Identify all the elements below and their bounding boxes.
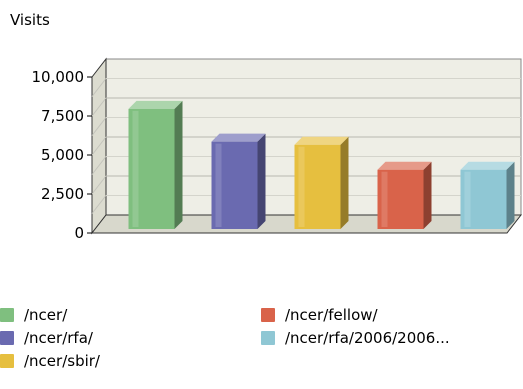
bar (128, 100, 183, 229)
legend-label: /ncer/fellow/ (285, 306, 378, 324)
y-tick-label: 2,500 (41, 185, 84, 203)
bar (211, 133, 266, 229)
gridline-side (91, 136, 107, 156)
legend-swatch (261, 331, 275, 345)
legend-swatch (261, 308, 275, 322)
legend-label: /ncer/rfa/ (24, 329, 93, 347)
legend-item: /ncer/ (0, 306, 67, 324)
legend-item: /ncer/rfa/2006/2006... (261, 329, 450, 347)
gridline-side (91, 156, 107, 175)
y-tick-label: 7,500 (41, 107, 84, 125)
legend-label: /ncer/ (24, 306, 68, 324)
bar-chart: 10,000 7,500 5,000 2,500 0 (32, 57, 523, 242)
bar-side (506, 161, 515, 229)
bar-highlight (381, 171, 388, 227)
legend-swatch (0, 308, 14, 322)
chart-legend: /ncer/ /ncer/rfa/ /ncer/sbir/ /ncer/fellow/… (0, 306, 523, 386)
bar-top (294, 136, 349, 145)
bar-top (128, 100, 183, 109)
gridline-side (91, 117, 107, 136)
legend-swatch (0, 354, 14, 368)
bar-side (423, 161, 432, 229)
y-tick-label: 5,000 (41, 146, 84, 164)
gridline-side (91, 175, 107, 195)
bar-side (340, 136, 349, 229)
legend-item: /ncer/rfa/ (0, 329, 93, 347)
legend-label: /ncer/sbir/ (24, 352, 100, 370)
bar-top (377, 161, 432, 170)
legend-item: /ncer/sbir/ (0, 352, 100, 370)
y-tick-label: 10,000 (32, 68, 85, 86)
bar-top (460, 161, 515, 170)
bar (377, 161, 432, 229)
gridline-side (91, 78, 107, 97)
legend-item: /ncer/fellow/ (261, 306, 378, 324)
gridline-side (91, 97, 107, 117)
bar-highlight (298, 146, 305, 227)
bar-side (257, 133, 266, 229)
bar-top (211, 133, 266, 142)
legend-label: /ncer/rfa/2006/2006... (285, 329, 450, 347)
legend-swatch (0, 331, 14, 345)
bar-side (174, 100, 183, 229)
y-tick-label: 0 (74, 224, 84, 242)
gridline-side (91, 195, 107, 214)
bar (460, 161, 515, 229)
y-axis-title: Visits (10, 11, 50, 29)
bar (294, 136, 349, 229)
bar-highlight (132, 110, 139, 227)
bar-highlight (215, 143, 222, 227)
bar-highlight (464, 171, 471, 227)
